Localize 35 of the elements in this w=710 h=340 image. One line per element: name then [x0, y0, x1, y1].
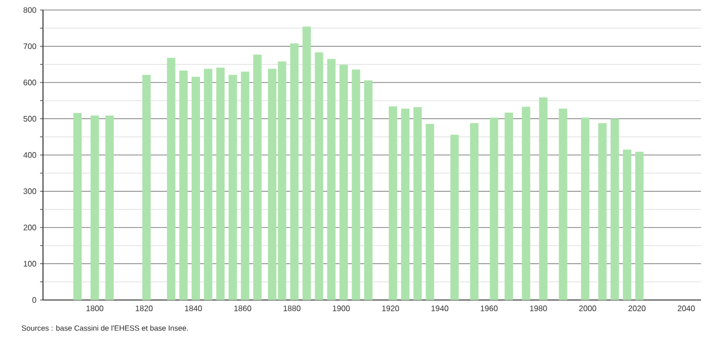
bar — [598, 123, 607, 300]
bar — [522, 106, 530, 300]
bar — [314, 52, 324, 300]
bar — [635, 152, 644, 300]
bar — [73, 112, 82, 300]
bar — [401, 108, 410, 300]
bar — [388, 106, 398, 300]
bar — [364, 80, 372, 300]
bar — [216, 68, 225, 300]
bar — [558, 108, 568, 300]
bar — [290, 43, 299, 300]
bar — [179, 70, 188, 300]
bar — [192, 76, 200, 300]
bar — [504, 112, 513, 300]
bar — [580, 118, 590, 300]
bar — [142, 74, 151, 300]
bar — [622, 150, 632, 300]
bar — [327, 58, 336, 300]
bar — [228, 74, 237, 300]
bar — [610, 118, 619, 300]
bar — [90, 115, 99, 300]
bar — [105, 115, 114, 300]
bar — [204, 68, 212, 300]
bar — [166, 58, 176, 300]
bar — [302, 26, 311, 300]
bar — [450, 134, 459, 300]
bar — [426, 124, 434, 300]
bar — [413, 107, 422, 300]
bar — [470, 123, 478, 300]
bar — [339, 64, 348, 300]
bar — [240, 72, 250, 300]
bar — [539, 97, 548, 300]
bar — [352, 69, 360, 300]
bar — [253, 54, 262, 300]
bar — [490, 118, 498, 300]
